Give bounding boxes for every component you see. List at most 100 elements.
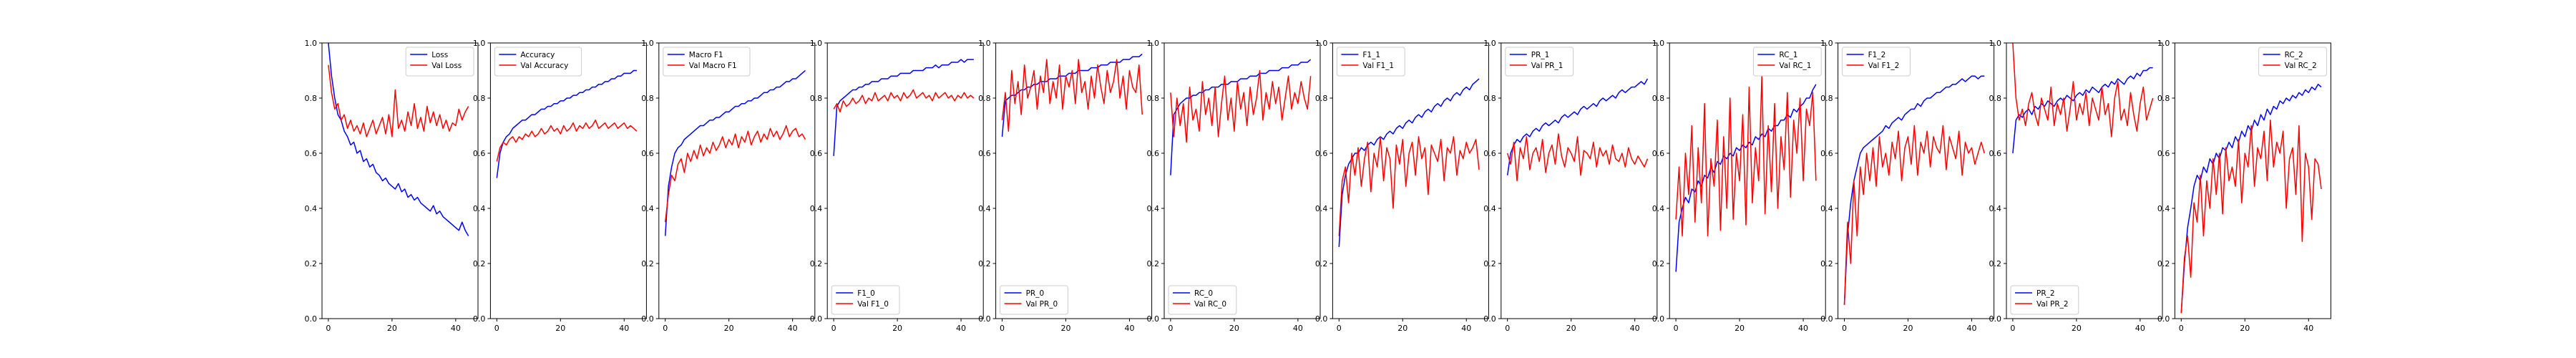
y-tick-label: 0.4 <box>641 204 654 213</box>
y-tick-label: 0.8 <box>2157 94 2170 103</box>
y-tick-label: 1.0 <box>473 39 486 48</box>
x-tick-label: 40 <box>1293 324 1303 333</box>
plot-frame <box>995 42 1153 319</box>
y-tick-label: 0.8 <box>1820 94 1833 103</box>
series-line-val-rc-2 <box>2180 120 2322 314</box>
x-tick-label: 40 <box>1966 324 1976 333</box>
legend-label: Val F1_1 <box>1362 62 1394 70</box>
x-tick-label: 20 <box>1735 324 1745 333</box>
legend-label: Val RC_2 <box>2285 62 2317 70</box>
plot-frame <box>1332 42 1489 319</box>
y-tick-label: 0.8 <box>641 94 654 103</box>
legend-label: Val Accuracy <box>520 62 568 70</box>
legend-box <box>663 47 751 77</box>
y-tick-label: 0.4 <box>810 204 823 213</box>
legend-label: Val RC_1 <box>1779 62 1811 70</box>
legend-label: RC_0 <box>1194 289 1213 298</box>
y-tick-label: 0.6 <box>473 149 486 158</box>
x-tick-label: 20 <box>2072 324 2082 333</box>
y-tick-label: 0.6 <box>1820 149 1833 158</box>
y-tick-label: 0.8 <box>1989 94 2002 103</box>
legend-label: F1_1 <box>1362 51 1380 59</box>
series-line-macro-f1 <box>664 69 806 236</box>
y-tick-label: 0.2 <box>1820 259 1833 268</box>
y-tick-label: 0.8 <box>1652 94 1665 103</box>
series-line-val-f1-1 <box>1338 136 1480 236</box>
legend-label: Loss <box>431 51 448 59</box>
legend-label: Val F1_0 <box>857 300 889 309</box>
x-tick-label: 40 <box>1630 324 1640 333</box>
legend: PR_1 Val PR_1 <box>1505 47 1574 77</box>
x-tick-label: 0 <box>1000 324 1005 333</box>
x-tick-label: 40 <box>451 324 461 333</box>
y-tick-label: 0.0 <box>810 314 823 324</box>
y-tick-label: 1.0 <box>2157 39 2170 48</box>
x-tick-label: 20 <box>892 324 902 333</box>
y-tick-label: 0.4 <box>1147 204 1160 213</box>
x-tick-label: 40 <box>2135 324 2145 333</box>
legend-label: PR_1 <box>1531 51 1550 59</box>
series-line-rc-0 <box>1170 59 1312 175</box>
y-tick-label: 0.4 <box>1989 204 2002 213</box>
y-tick-label: 0.6 <box>810 149 823 158</box>
x-tick-label: 0 <box>1505 324 1510 333</box>
y-tick-label: 0.2 <box>473 259 486 268</box>
chart-panel-12: 0.0 0.2 0.4 0.6 0.8 1.0 0 20 40 RC_2 Val RC_2 <box>2157 39 2331 333</box>
plot-frame <box>658 42 816 319</box>
y-tick-label: 0.2 <box>1315 259 1328 268</box>
x-tick-label: 40 <box>619 324 629 333</box>
x-tick-label: 0 <box>1337 324 1342 333</box>
y-tick-label: 0.4 <box>978 204 991 213</box>
legend: RC_0 Val RC_0 <box>1168 285 1237 315</box>
x-tick-label: 20 <box>1903 324 1913 333</box>
y-tick-label: 1.0 <box>978 39 991 48</box>
x-tick-label: 0 <box>663 324 668 333</box>
y-tick-label: 1.0 <box>1315 39 1328 48</box>
y-tick-label: 0.2 <box>1989 259 2002 268</box>
y-tick-label: 0.8 <box>305 94 318 103</box>
legend-label: Val PR_1 <box>1531 62 1563 70</box>
y-tick-label: 1.0 <box>810 39 823 48</box>
series-line-pr-0 <box>1001 53 1143 137</box>
y-tick-label: 0.0 <box>1652 314 1665 324</box>
x-tick-label: 40 <box>1124 324 1134 333</box>
chart-panel-4: 0.0 0.2 0.4 0.6 0.8 1.0 0 20 40 F1_0 Val F1_0 <box>810 39 984 333</box>
chart-panel-8: 0.0 0.2 0.4 0.6 0.8 1.0 0 20 40 PR_1 Val PR_1 <box>1483 39 1658 333</box>
legend: Macro F1 Val Macro F1 <box>663 47 751 77</box>
x-tick-label: 20 <box>1229 324 1239 333</box>
legend-label: F1_2 <box>1868 51 1886 59</box>
y-tick-label: 0.0 <box>1315 314 1328 324</box>
legend: F1_0 Val F1_0 <box>831 285 900 315</box>
y-tick-label: 0.0 <box>473 314 486 324</box>
y-tick-label: 0.4 <box>473 204 486 213</box>
series-line-accuracy <box>496 69 638 178</box>
y-tick-label: 1.0 <box>641 39 654 48</box>
y-tick-label: 0.2 <box>641 259 654 268</box>
x-tick-label: 20 <box>2240 324 2250 333</box>
y-tick-label: 0.6 <box>978 149 991 158</box>
legend-box <box>494 47 582 77</box>
legend-label: Val Macro F1 <box>689 62 737 70</box>
x-tick-label: 0 <box>2010 324 2015 333</box>
legend-label: Val PR_2 <box>2036 300 2069 309</box>
y-tick-label: 0.8 <box>473 94 486 103</box>
legend: PR_2 Val PR_2 <box>2010 285 2079 315</box>
series-line-f1-0 <box>833 59 974 156</box>
y-tick-label: 0.0 <box>2157 314 2170 324</box>
y-tick-label: 0.6 <box>305 149 318 158</box>
x-tick-label: 20 <box>387 324 397 333</box>
series-line-rc-1 <box>1675 84 1817 272</box>
y-tick-label: 0.0 <box>641 314 654 324</box>
legend-label: F1_0 <box>857 289 875 298</box>
x-tick-label: 0 <box>1674 324 1679 333</box>
legend-label: RC_1 <box>1779 51 1797 59</box>
y-tick-label: 0.6 <box>1147 149 1160 158</box>
legend-label: PR_2 <box>2036 289 2055 298</box>
x-tick-label: 20 <box>1060 324 1070 333</box>
y-tick-label: 0.8 <box>1147 94 1160 103</box>
x-tick-label: 0 <box>831 324 836 333</box>
series-line-f1-2 <box>1843 75 1985 305</box>
y-tick-label: 0.2 <box>1147 259 1160 268</box>
legend: RC_1 Val RC_1 <box>1752 47 1822 77</box>
y-tick-label: 1.0 <box>1820 39 1833 48</box>
